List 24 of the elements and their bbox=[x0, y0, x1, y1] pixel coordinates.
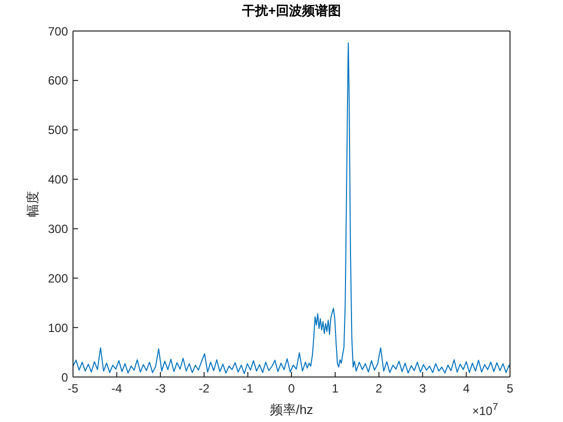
x-tick-label: -4 bbox=[111, 382, 122, 396]
x-tick-label: -3 bbox=[155, 382, 166, 396]
x-tick-label: 0 bbox=[288, 382, 296, 396]
chart-title: 干扰+回波频谱图 bbox=[241, 3, 342, 19]
y-tick-label: 0 bbox=[61, 370, 68, 384]
y-tick-label: 200 bbox=[48, 271, 68, 286]
text: ×10$^{7}$ bbox=[472, 401, 498, 419]
line-series bbox=[73, 42, 510, 374]
x-tick-label: 1 bbox=[332, 382, 339, 396]
y-tick-label: 500 bbox=[48, 123, 68, 138]
x-tick-label: 4 bbox=[462, 382, 470, 396]
x-axis-title: 频率/hz bbox=[270, 402, 314, 417]
y-axis-title: 幅度 bbox=[25, 190, 41, 219]
y-tick-label: 100 bbox=[48, 320, 68, 335]
y-tick-label: 300 bbox=[48, 222, 68, 236]
y-tick-label: 600 bbox=[48, 74, 68, 88]
x-tick-label: -2 bbox=[198, 382, 210, 396]
y-tick-label: 700 bbox=[48, 24, 68, 38]
x-tick-label: 5 bbox=[506, 382, 514, 396]
y-tick-label: 400 bbox=[48, 172, 68, 187]
x-tick-label: 2 bbox=[376, 382, 383, 396]
x-tick-label: 3 bbox=[419, 382, 426, 396]
x-tick-label: -1 bbox=[242, 382, 254, 396]
x-tick-label: -5 bbox=[68, 382, 79, 396]
